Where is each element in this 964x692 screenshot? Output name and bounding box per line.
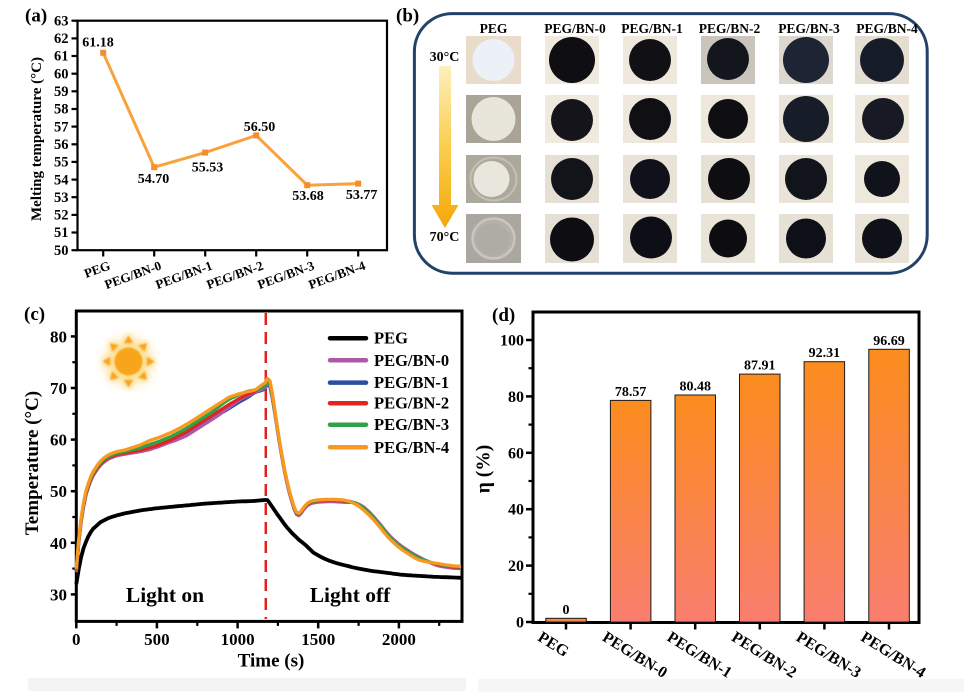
svg-text:2000: 2000: [382, 630, 416, 649]
svg-text:Light off: Light off: [310, 583, 391, 607]
svg-text:50: 50: [54, 243, 69, 259]
svg-text:54: 54: [54, 172, 69, 188]
svg-text:92.31: 92.31: [809, 346, 841, 361]
svg-text:Temperature (°C): Temperature (°C): [22, 391, 43, 535]
svg-text:53: 53: [54, 190, 69, 206]
svg-text:96.69: 96.69: [873, 334, 905, 349]
svg-text:1500: 1500: [301, 630, 335, 649]
svg-text:59: 59: [54, 84, 69, 100]
svg-text:PEG/BN-0: PEG/BN-0: [374, 351, 449, 370]
svg-text:PEG/BN-1: PEG/BN-1: [621, 21, 683, 36]
svg-text:78.57: 78.57: [615, 385, 647, 400]
svg-text:57: 57: [54, 119, 69, 135]
svg-text:55.53: 55.53: [192, 161, 224, 176]
svg-text:PEG/BN-3: PEG/BN-3: [778, 21, 840, 36]
svg-text:60: 60: [50, 431, 67, 450]
svg-text:PEG/BN-1: PEG/BN-1: [374, 373, 449, 392]
svg-text:55: 55: [54, 155, 69, 171]
svg-text:40: 40: [50, 534, 67, 553]
svg-text:53.77: 53.77: [346, 188, 378, 203]
svg-text:100: 100: [500, 333, 524, 350]
svg-text:0: 0: [72, 630, 81, 649]
svg-text:60: 60: [508, 445, 524, 462]
svg-text:(c): (c): [24, 304, 45, 325]
svg-text:53.68: 53.68: [292, 189, 324, 204]
svg-text:62: 62: [54, 31, 69, 47]
svg-text:Light on: Light on: [126, 583, 204, 607]
svg-text:PEG/BN-0: PEG/BN-0: [544, 21, 606, 36]
svg-text:60: 60: [54, 66, 69, 82]
svg-text:80: 80: [50, 327, 67, 346]
svg-text:0: 0: [516, 615, 524, 632]
svg-text:PEG: PEG: [480, 21, 508, 36]
svg-text:Time (s): Time (s): [238, 651, 305, 672]
svg-text:(b): (b): [396, 6, 419, 27]
svg-text:0: 0: [563, 603, 570, 618]
svg-text:PEG/BN-2: PEG/BN-2: [374, 394, 449, 413]
svg-text:500: 500: [144, 630, 170, 649]
svg-text:20: 20: [508, 558, 524, 575]
svg-text:56.50: 56.50: [244, 120, 276, 135]
svg-text:50: 50: [50, 482, 67, 501]
svg-text:70: 70: [50, 379, 67, 398]
svg-text:58: 58: [54, 102, 69, 118]
svg-text:52: 52: [54, 208, 69, 224]
svg-text:40: 40: [508, 502, 524, 519]
svg-text:54.70: 54.70: [138, 172, 170, 187]
svg-text:PEG/BN-4: PEG/BN-4: [374, 438, 449, 457]
svg-text:63: 63: [54, 13, 69, 29]
svg-text:30°C: 30°C: [430, 50, 460, 65]
svg-text:η (%): η (%): [474, 445, 495, 493]
svg-text:PEG: PEG: [374, 329, 408, 348]
svg-text:(d): (d): [492, 305, 515, 326]
svg-text:51: 51: [54, 225, 69, 241]
svg-text:61.18: 61.18: [82, 36, 114, 51]
svg-text:70°C: 70°C: [430, 230, 460, 245]
svg-text:Melting temperature (°C): Melting temperature (°C): [29, 57, 45, 221]
svg-text:PEG/BN-3: PEG/BN-3: [374, 415, 449, 434]
svg-text:56: 56: [54, 137, 69, 153]
svg-text:30: 30: [50, 585, 67, 604]
svg-text:61: 61: [54, 49, 69, 65]
svg-text:80.48: 80.48: [679, 380, 711, 395]
svg-text:80: 80: [508, 389, 524, 406]
svg-text:PEG/BN-2: PEG/BN-2: [699, 21, 761, 36]
svg-text:(a): (a): [25, 6, 47, 27]
svg-text:PEG/BN-4: PEG/BN-4: [856, 21, 918, 36]
svg-text:1000: 1000: [221, 630, 255, 649]
svg-text:87.91: 87.91: [744, 359, 776, 374]
